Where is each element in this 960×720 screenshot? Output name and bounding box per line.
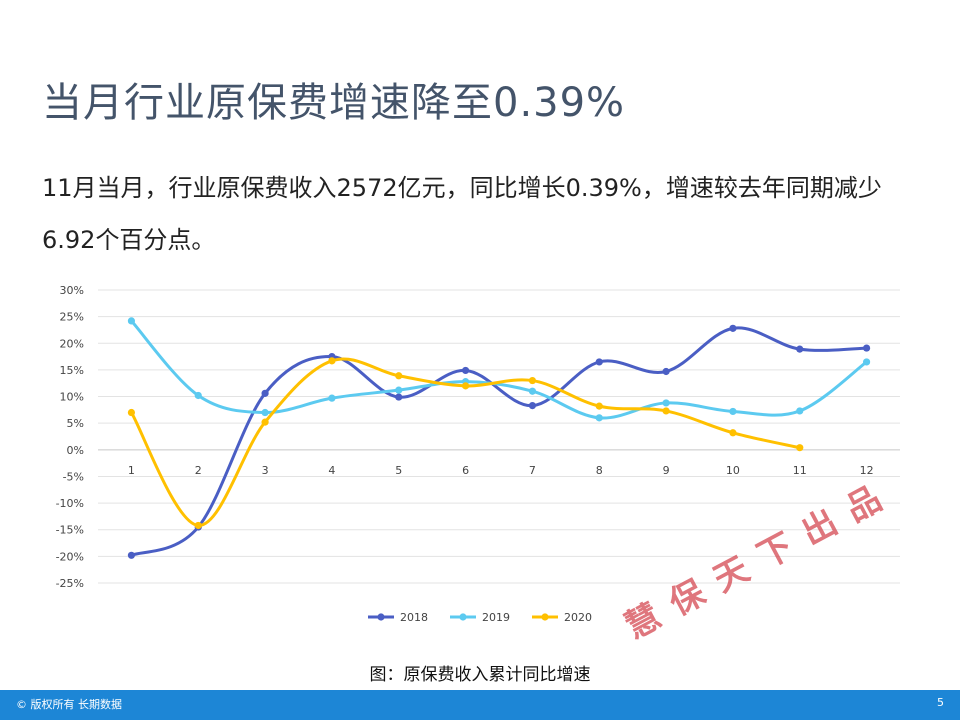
- data-point-2020: [127, 408, 136, 417]
- data-point-2020: [796, 444, 804, 452]
- x-tick-label: 9: [663, 464, 670, 477]
- x-tick-label: 11: [793, 464, 807, 477]
- y-tick-label: -10%: [56, 497, 84, 510]
- data-point-2020: [662, 407, 670, 415]
- series-line-2020: [129, 357, 802, 527]
- x-tick-label: 2: [195, 464, 202, 477]
- legend-marker-2019: [459, 613, 467, 621]
- y-tick-label: -5%: [63, 470, 84, 483]
- data-point-2019: [862, 358, 871, 366]
- y-tick-label: 30%: [60, 284, 84, 297]
- legend: 2018 2019 2020: [368, 611, 592, 624]
- y-tick-label: 25%: [60, 311, 84, 324]
- data-point-2018: [796, 345, 804, 353]
- y-tick-label: -15%: [56, 524, 84, 537]
- copyright-text: © 版权所有 长期数据: [16, 698, 122, 711]
- data-point-2018: [595, 358, 603, 366]
- data-point-2019: [261, 408, 269, 417]
- data-point-2020: [328, 357, 336, 365]
- series-line-2018: [129, 326, 869, 557]
- x-tick-label: 1: [128, 464, 135, 477]
- y-tick-label: -20%: [56, 550, 84, 563]
- data-point-2018: [862, 344, 871, 352]
- series-lines: [127, 317, 871, 559]
- data-point-2019: [528, 387, 537, 395]
- y-tick-label: 20%: [60, 337, 84, 350]
- data-point-2020: [395, 372, 403, 380]
- legend-label-2018: 2018: [400, 611, 428, 624]
- x-tick-label: 6: [462, 464, 469, 477]
- y-tick-label: 15%: [60, 364, 84, 377]
- chart-caption: 图：原保费收入累计同比增速: [369, 665, 591, 685]
- data-point-2018: [127, 551, 136, 559]
- data-point-2018: [662, 367, 670, 376]
- x-axis-ticks: 1 2 3 4 5 6 7 8 9 10 11 12: [128, 464, 874, 477]
- data-point-2018: [528, 402, 537, 410]
- x-tick-label: 5: [395, 464, 402, 477]
- data-point-2019: [796, 407, 804, 415]
- data-point-2019: [595, 414, 603, 422]
- page-number: 5: [937, 696, 944, 709]
- y-tick-label: 0%: [67, 444, 84, 457]
- data-point-2018: [461, 366, 470, 375]
- data-point-2019: [395, 386, 403, 394]
- data-point-2019: [127, 317, 136, 325]
- y-tick-label: 5%: [67, 417, 84, 430]
- data-point-2019: [328, 394, 336, 402]
- legend-marker-2018: [377, 613, 385, 621]
- data-point-2020: [261, 418, 269, 426]
- legend-marker-2020: [541, 613, 549, 621]
- y-axis-ticks: 30% 25% 20% 15% 10% 5% 0% -5% -10% -15% -20% -25%: [56, 284, 84, 590]
- data-point-2020: [194, 521, 202, 530]
- data-point-2019: [729, 407, 737, 416]
- footer-bar: © 版权所有 长期数据 5: [0, 690, 960, 720]
- data-point-2020: [528, 376, 537, 385]
- data-point-2018: [395, 393, 403, 401]
- x-tick-label: 12: [860, 464, 874, 477]
- legend-label-2019: 2019: [482, 611, 510, 624]
- y-tick-label: -25%: [56, 577, 84, 590]
- summary-text: 11月当月，行业原保费收入2572亿元，同比增长0.39%，增速较去年同期减少6…: [42, 174, 882, 254]
- data-point-2019: [662, 399, 670, 407]
- y-tick-label: 10%: [60, 391, 84, 404]
- gridlines: [98, 289, 900, 584]
- line-chart: 30% 25% 20% 15% 10% 5% 0% -5% -10% -15% -20% -25% 1…: [56, 284, 900, 624]
- data-point-2018: [729, 324, 737, 332]
- x-tick-label: 4: [328, 464, 335, 477]
- data-point-2019: [194, 391, 202, 400]
- data-point-2020: [595, 402, 603, 410]
- x-tick-label: 8: [596, 464, 603, 477]
- legend-label-2020: 2020: [564, 611, 592, 624]
- data-point-2020: [461, 382, 470, 390]
- x-tick-label: 10: [726, 464, 740, 477]
- page-title: 当月行业原保费增速降至0.39%: [42, 80, 626, 126]
- x-tick-label: 7: [529, 464, 536, 477]
- x-tick-label: 3: [262, 464, 269, 477]
- data-point-2020: [729, 429, 737, 437]
- data-point-2018: [261, 389, 269, 397]
